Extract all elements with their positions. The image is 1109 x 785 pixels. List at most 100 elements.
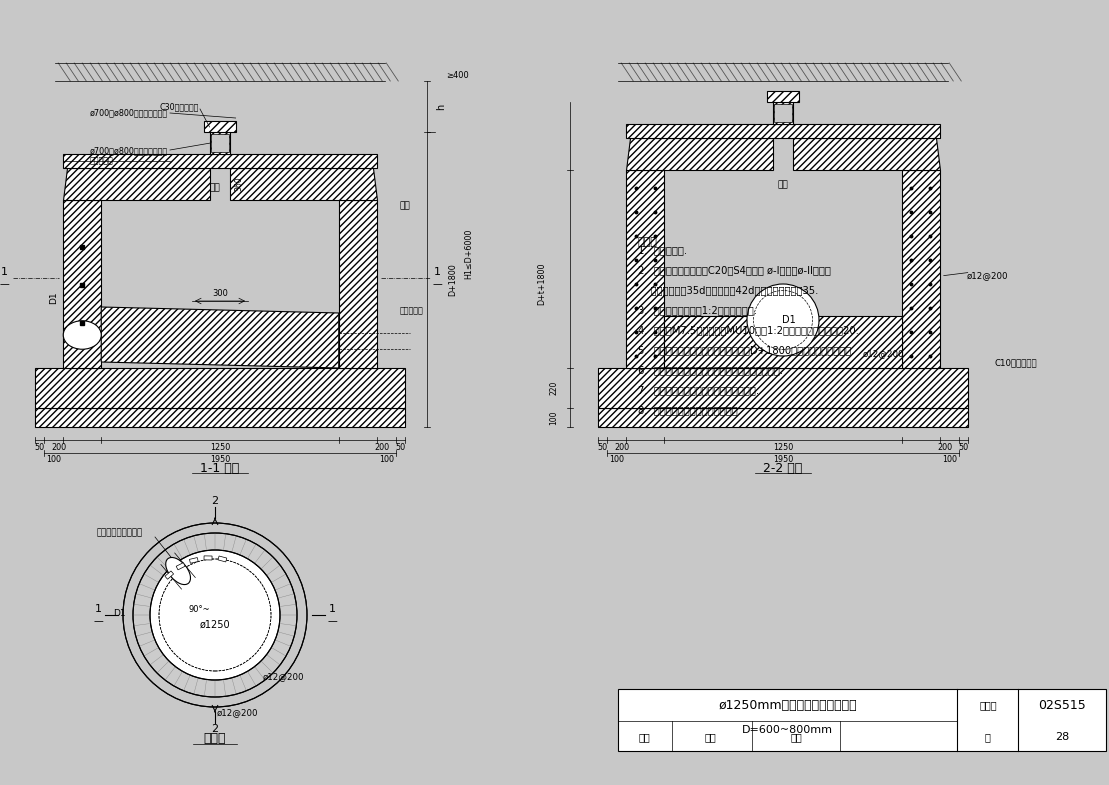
Bar bbox=[204, 121, 236, 132]
Text: 50: 50 bbox=[34, 443, 44, 451]
Text: 1950: 1950 bbox=[210, 455, 231, 465]
Circle shape bbox=[133, 533, 297, 697]
Text: ø700或ø800铸铁井盖及支座: ø700或ø800铸铁井盖及支座 bbox=[90, 108, 169, 118]
Bar bbox=[34, 368, 405, 408]
Text: D1: D1 bbox=[113, 608, 125, 618]
Text: ø700或ø800预制混凝土井筒: ø700或ø800预制混凝土井筒 bbox=[90, 147, 169, 155]
Text: 300: 300 bbox=[212, 290, 228, 298]
Bar bbox=[210, 132, 231, 154]
Text: 1950: 1950 bbox=[773, 455, 793, 465]
Text: 1250: 1250 bbox=[210, 443, 231, 451]
Text: 5.  井室高度自井底至盖板底净高一般为D+1800，理深不足时逐情减少.: 5. 井室高度自井底至盖板底净高一般为D+1800，理深不足时逐情减少. bbox=[638, 345, 854, 355]
Text: D1: D1 bbox=[782, 315, 796, 325]
Text: 50: 50 bbox=[396, 443, 406, 451]
Bar bbox=[767, 91, 798, 102]
Text: 1: 1 bbox=[94, 604, 102, 614]
Bar bbox=[773, 102, 793, 124]
Text: 220: 220 bbox=[549, 381, 558, 395]
Text: 8.  井筒及井盖的安装作法见井筒图.: 8. 井筒及井盖的安装作法见井筒图. bbox=[638, 405, 741, 415]
Text: 50: 50 bbox=[958, 443, 968, 451]
Text: 100: 100 bbox=[609, 455, 624, 465]
Bar bbox=[218, 556, 226, 562]
Text: 100: 100 bbox=[47, 455, 61, 465]
Text: 200: 200 bbox=[51, 443, 67, 451]
Text: 锂筋锶固长度35d、搭接长度42d；混凝土净保护层35.: 锂筋锶固长度35d、搭接长度42d；混凝土净保护层35. bbox=[638, 285, 818, 295]
Text: 图集号: 图集号 bbox=[979, 700, 997, 710]
Text: 躏步: 躏步 bbox=[210, 184, 221, 192]
Text: 1250: 1250 bbox=[773, 443, 793, 451]
Circle shape bbox=[753, 290, 813, 349]
Text: 100: 100 bbox=[379, 455, 394, 465]
Circle shape bbox=[747, 284, 820, 356]
Text: 平面图: 平面图 bbox=[204, 732, 226, 746]
Text: 02S515: 02S515 bbox=[1038, 699, 1086, 712]
Text: ø1250: ø1250 bbox=[200, 620, 231, 630]
Text: 1: 1 bbox=[328, 604, 336, 614]
Text: h: h bbox=[436, 104, 446, 110]
Text: 设计: 设计 bbox=[791, 732, 802, 743]
Polygon shape bbox=[627, 138, 773, 170]
Text: 座染: 座染 bbox=[399, 202, 410, 210]
Bar bbox=[338, 200, 377, 368]
Text: 2: 2 bbox=[212, 724, 218, 734]
Text: 200: 200 bbox=[614, 443, 629, 451]
Text: D=600~800mm: D=600~800mm bbox=[742, 725, 833, 735]
Text: 7.  顶平接入支管见圆形排水检查井尺寸表.: 7. 顶平接入支管见圆形排水检查井尺寸表. bbox=[638, 385, 760, 395]
Text: 说明：: 说明： bbox=[638, 237, 658, 247]
Bar bbox=[165, 571, 174, 579]
Text: 100: 100 bbox=[549, 411, 558, 425]
Text: 1: 1 bbox=[1, 267, 8, 277]
Bar bbox=[204, 556, 212, 560]
Text: —: — bbox=[0, 279, 10, 289]
Bar bbox=[63, 200, 101, 368]
Polygon shape bbox=[63, 168, 210, 200]
Text: D+t+1800: D+t+1800 bbox=[537, 263, 547, 305]
Text: 4.  流槽用M7.5水泥沙浆牀MU10砖；1:2防水水泥沙浆抑面，厘20.: 4. 流槽用M7.5水泥沙浆牀MU10砖；1:2防水水泥沙浆抑面，厘20. bbox=[638, 325, 858, 335]
Text: 200: 200 bbox=[374, 443, 389, 451]
Text: 2-2 剖面: 2-2 剖面 bbox=[763, 462, 803, 476]
Text: —: — bbox=[93, 616, 103, 626]
Text: ø12@200: ø12@200 bbox=[967, 271, 1008, 280]
Bar bbox=[211, 134, 230, 152]
Text: D+1800: D+1800 bbox=[449, 263, 458, 296]
Text: 2: 2 bbox=[212, 496, 218, 506]
Ellipse shape bbox=[165, 557, 191, 585]
Text: ø12@200: ø12@200 bbox=[216, 709, 257, 717]
Text: 50: 50 bbox=[598, 443, 608, 451]
Polygon shape bbox=[231, 168, 377, 200]
Text: ø1250mm圆形混凝土污水检查井: ø1250mm圆形混凝土污水检查井 bbox=[719, 699, 857, 712]
Bar bbox=[176, 563, 185, 570]
Text: 1: 1 bbox=[434, 267, 440, 277]
Text: 28: 28 bbox=[1055, 732, 1069, 743]
Text: —: — bbox=[327, 616, 337, 626]
Text: ø12@200: ø12@200 bbox=[863, 349, 905, 359]
Text: C10混凝土垒层: C10混凝土垒层 bbox=[995, 359, 1037, 367]
Text: 顶平接入支管见说明: 顶平接入支管见说明 bbox=[96, 528, 143, 538]
Bar bbox=[190, 557, 199, 564]
Bar bbox=[664, 316, 902, 368]
Text: H1≤D+6000: H1≤D+6000 bbox=[465, 228, 474, 279]
Text: 躏步: 躏步 bbox=[777, 181, 788, 189]
Text: 360: 360 bbox=[234, 177, 243, 192]
Text: 2.  井墙及底板混凝土为C20、S4；锂筋 ø-I级锂、ø-II级锂；: 2. 井墙及底板混凝土为C20、S4；锂筋 ø-I级锂、ø-II级锂； bbox=[638, 265, 831, 275]
Text: 校对: 校对 bbox=[705, 732, 716, 743]
Bar bbox=[34, 408, 405, 427]
Polygon shape bbox=[793, 138, 939, 170]
Bar bbox=[63, 154, 377, 168]
Bar bbox=[627, 124, 939, 138]
Text: C30混凝土井圈: C30混凝土井圈 bbox=[160, 103, 200, 111]
Text: 90°~: 90°~ bbox=[189, 605, 210, 615]
Bar bbox=[902, 170, 939, 368]
Text: 页: 页 bbox=[985, 732, 990, 743]
Text: ≥400: ≥400 bbox=[446, 71, 469, 79]
Text: 1-1 剖面: 1-1 剖面 bbox=[201, 462, 240, 476]
Text: 1.  单位：毫米.: 1. 单位：毫米. bbox=[638, 245, 688, 255]
Circle shape bbox=[150, 550, 279, 680]
Bar bbox=[627, 170, 664, 368]
Text: D1: D1 bbox=[49, 292, 58, 305]
Bar bbox=[774, 104, 793, 122]
Text: —: — bbox=[433, 279, 442, 289]
Text: 审核: 审核 bbox=[639, 732, 651, 743]
Text: 100: 100 bbox=[942, 455, 957, 465]
Text: ø12@200: ø12@200 bbox=[262, 673, 304, 681]
